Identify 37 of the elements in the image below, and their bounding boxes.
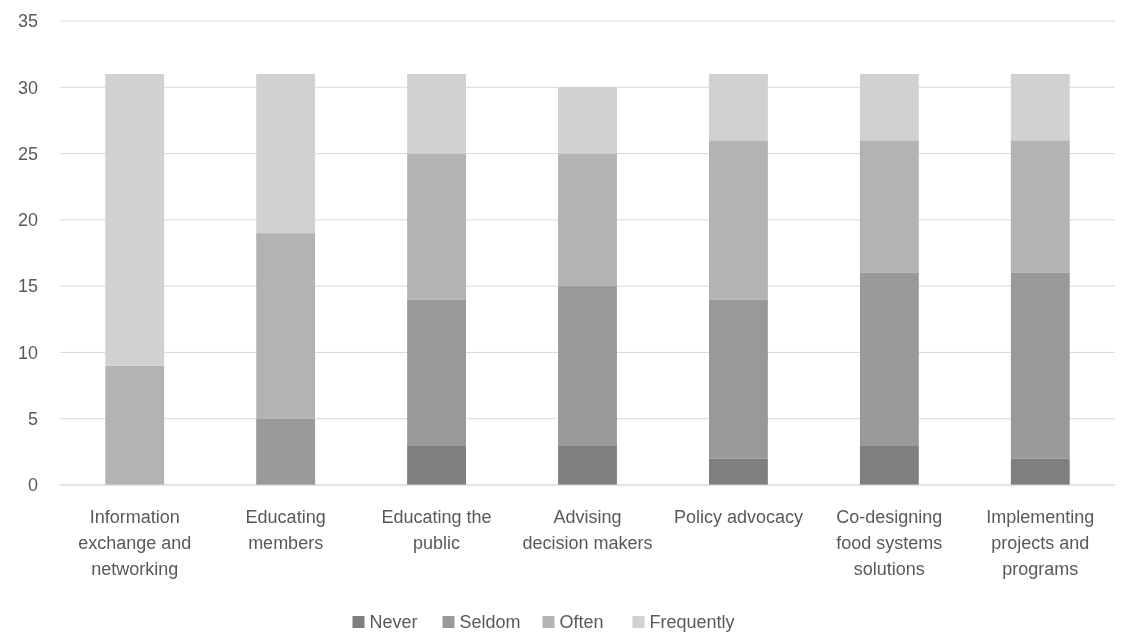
bar [558,445,617,485]
bar [859,140,919,273]
bar [558,153,617,287]
y-tick-label: 35 [17,11,38,32]
legend-label: Often [559,612,604,632]
x-tick-label: Policy advocacy [673,507,803,527]
x-tick-label: Implementing projects and programs [986,507,1095,579]
x-tick-label: Advising decision makers [522,507,653,553]
x-tick-label: Co-designing food systems solutions [836,507,943,579]
y-tick-label: 5 [27,409,38,430]
bar [407,299,466,446]
bar [709,458,768,485]
x-tick-label: Educating the public [381,507,492,553]
bar [859,445,919,485]
legend-label: Frequently [649,612,735,632]
y-tick-label: 15 [17,276,38,297]
bar [407,153,466,300]
bar [407,445,466,485]
y-tick-label: 10 [17,342,38,363]
bar [256,418,316,485]
x-tick-label: Educating members [245,507,326,553]
bar [256,233,316,419]
bar [709,140,768,300]
y-tick-label: 0 [27,475,38,496]
bar [1010,272,1070,459]
y-tick-label: 30 [17,77,38,98]
bar [1010,458,1070,485]
y-tick-label: 25 [17,143,38,164]
bar [859,272,919,446]
bar [709,299,768,459]
bar [558,286,617,446]
x-tick-label: Information exchange and networking [78,507,192,579]
y-tick-label: 20 [17,210,38,231]
legend-label: Seldom [459,612,521,632]
bar [105,365,165,485]
legend-label: Never [369,612,418,632]
bar [1010,140,1070,273]
